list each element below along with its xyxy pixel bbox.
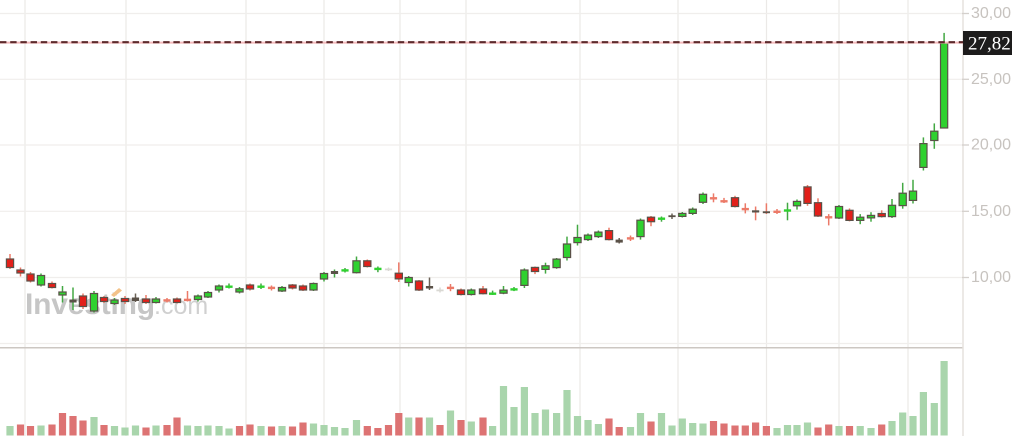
- svg-text:15,00: 15,00: [971, 203, 1011, 220]
- svg-text:10,00: 10,00: [971, 269, 1011, 286]
- svg-text:25,00: 25,00: [971, 71, 1011, 88]
- svg-text:30,00: 30,00: [971, 5, 1011, 22]
- svg-text:20,00: 20,00: [971, 137, 1011, 154]
- svg-text:27,82: 27,82: [968, 34, 1011, 55]
